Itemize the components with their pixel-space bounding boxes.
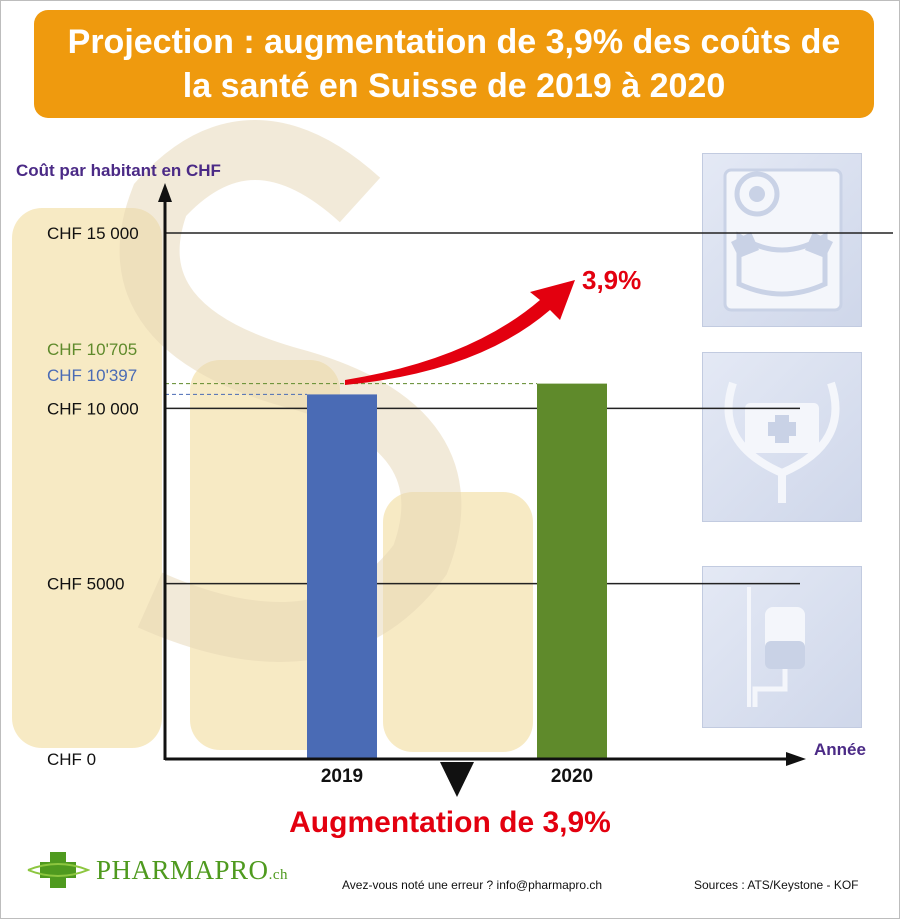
logo-suffix: .ch xyxy=(268,866,288,883)
logo-text: PHARMAPRO.ch xyxy=(96,855,288,886)
x-tick-label: 2019 xyxy=(321,766,363,787)
logo: PHARMAPRO.ch xyxy=(26,848,288,892)
footer-email: Avez-vous noté une erreur ? info@pharmap… xyxy=(342,878,603,892)
bar-2020 xyxy=(537,383,607,759)
bars xyxy=(307,383,607,759)
x-axis-title: Année xyxy=(814,740,866,759)
down-triangle-icon xyxy=(440,762,474,797)
growth-arrow-icon xyxy=(345,280,575,385)
y-tick-labels: CHF 0 CHF 5000 CHF 10 000 CHF 15 000 xyxy=(47,224,139,769)
value-labels: CHF 10'397 CHF 10'705 xyxy=(47,340,137,385)
x-tick-label: 2020 xyxy=(551,766,593,787)
y-tick-label: CHF 15 000 xyxy=(47,224,139,243)
doctor-icon xyxy=(702,153,862,327)
subtitle: Augmentation de 3,9% xyxy=(289,806,611,839)
y-tick-label: CHF 10 000 xyxy=(47,399,139,418)
footer-sources: Sources : ATS/Keystone - KOF xyxy=(694,878,859,892)
y-tick-label: CHF 5000 xyxy=(47,575,124,594)
y-axis-arrow xyxy=(158,183,172,202)
pharmacy-cross-icon xyxy=(27,852,90,888)
y-tick-label: CHF 0 xyxy=(47,750,96,769)
value-label: CHF 10'397 xyxy=(47,366,137,385)
chart-title: Projection : augmentation de 3,9% des co… xyxy=(67,23,841,105)
x-tick-labels: 2019 2020 xyxy=(321,766,593,787)
title-banner: Projection : augmentation de 3,9% des co… xyxy=(34,10,874,118)
medical-bag-stethoscope-icon xyxy=(702,352,862,522)
growth-label: 3,9% xyxy=(582,265,641,295)
y-axis-title: Coût par habitant en CHF xyxy=(16,161,221,180)
bar-2019 xyxy=(307,394,377,759)
value-label: CHF 10'705 xyxy=(47,340,137,359)
gridlines xyxy=(165,232,893,585)
iv-drip-icon xyxy=(702,566,862,728)
logo-name: PHARMAPRO xyxy=(96,854,269,885)
x-axis-arrow xyxy=(786,752,806,766)
